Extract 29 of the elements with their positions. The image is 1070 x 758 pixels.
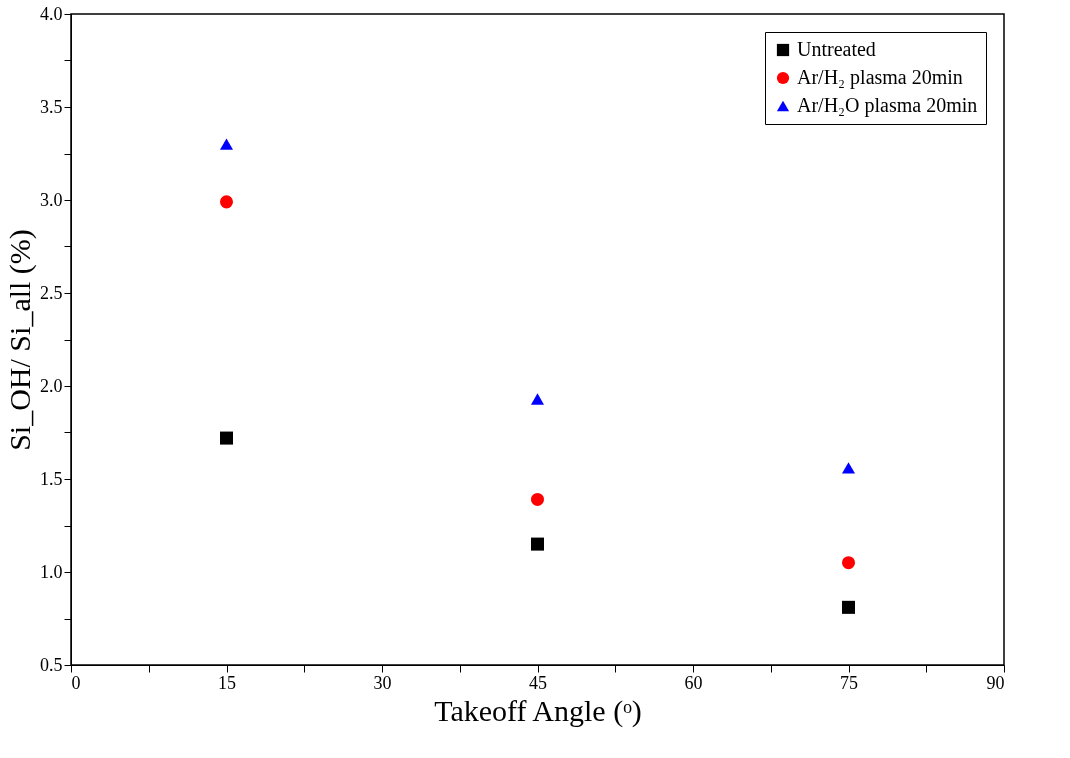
y-tick-label: 0.5 <box>40 654 63 675</box>
y-tick-label: 3.5 <box>40 96 63 117</box>
point <box>841 600 856 614</box>
legend-label: Untreated <box>797 38 876 60</box>
point <box>530 537 545 551</box>
point <box>530 492 545 506</box>
y-tick-label: 2.5 <box>40 282 63 303</box>
x-tick-label: 75 <box>840 672 858 693</box>
point <box>841 556 856 570</box>
y-tick-label: 1.5 <box>40 468 63 489</box>
x-axis-title: Takeoff Angle (ᵒ) <box>434 693 642 728</box>
x-tick-label: 90 <box>986 672 1005 693</box>
point <box>841 462 856 474</box>
y-tick-label: 2.0 <box>40 375 63 396</box>
y-axis-title: Si_OH/ Si_all (%) <box>3 229 37 451</box>
x-tick-label: 15 <box>218 672 236 693</box>
point <box>219 431 234 445</box>
point <box>219 195 234 209</box>
y-tick-label: 1.0 <box>40 561 63 582</box>
x-tick-label: 30 <box>373 672 392 693</box>
x-tick-label: 0 <box>71 672 81 693</box>
x-tick-label: 45 <box>529 672 547 693</box>
point <box>219 138 234 150</box>
y-tick-label: 4.0 <box>40 3 63 24</box>
point <box>530 393 545 405</box>
legend-label: Ar/H₂O plasma 20min <box>797 94 978 117</box>
legend-label: Ar/H₂ plasma 20min <box>797 66 963 89</box>
x-tick-label: 60 <box>684 672 703 693</box>
y-tick-label: 3.0 <box>40 189 63 210</box>
